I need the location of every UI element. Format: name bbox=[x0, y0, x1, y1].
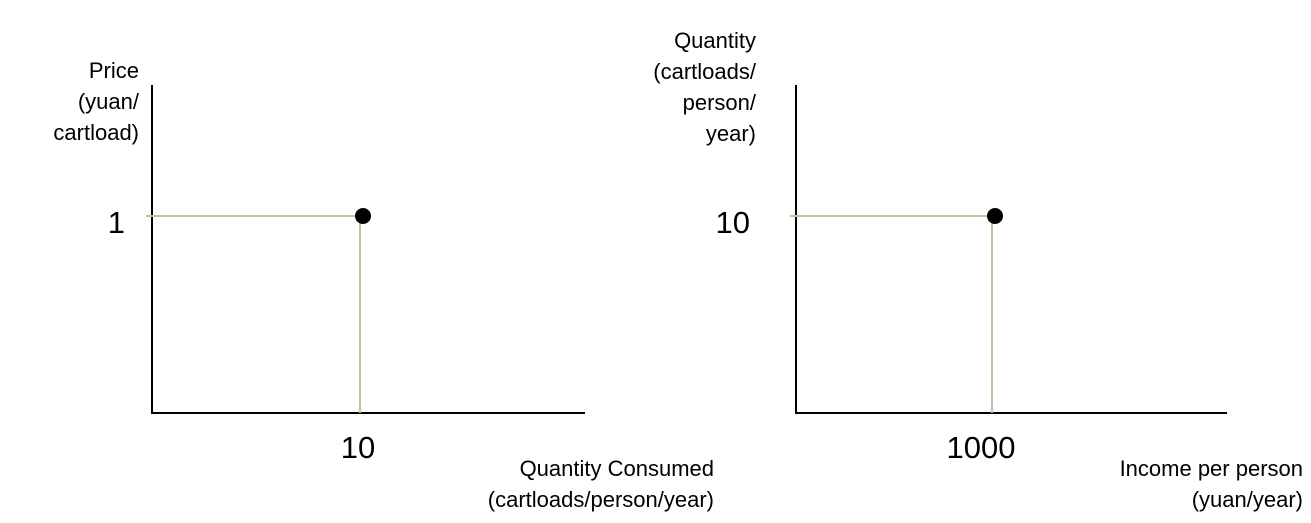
chart1-y-axis-label: Price (yuan/cartload) bbox=[53, 58, 139, 145]
chart2-y-axis-label: Quantity (cartloads/person/year) bbox=[653, 28, 757, 146]
chart1-x-axis-label-line: Quantity Consumed bbox=[520, 456, 714, 481]
chart2-x-axis-label: Income per person (yuan/year) bbox=[1120, 456, 1303, 512]
chart2-y-axis-label-line: person/ bbox=[683, 90, 757, 115]
chart1-y-axis-label-line: Price bbox=[89, 58, 139, 83]
chart1-data-point bbox=[355, 208, 371, 224]
chart2-x-tick-label: 1000 bbox=[947, 430, 1016, 465]
chart1-x-axis-label: Quantity Consumed (cartloads/person/year) bbox=[488, 456, 714, 512]
chart2-y-axis-label-line: Quantity bbox=[674, 28, 756, 53]
chart2-y-axis-label-line: (cartloads/ bbox=[653, 59, 757, 84]
chart2-data-point bbox=[987, 208, 1003, 224]
chart1-marks bbox=[146, 208, 371, 413]
chart1-x-axis-label-line: (cartloads/person/year) bbox=[488, 487, 714, 512]
chart1-y-axis-label-line: (yuan/ bbox=[78, 89, 140, 114]
chart2-x-axis-label-line: (yuan/year) bbox=[1192, 487, 1303, 512]
chart-quantity-income: Quantity (cartloads/person/year) Income p… bbox=[653, 28, 1303, 512]
chart2-y-axis-label-line: year) bbox=[706, 121, 756, 146]
chart2-x-axis-label-line: Income per person bbox=[1120, 456, 1303, 481]
chart2-y-tick-label: 10 bbox=[716, 205, 750, 240]
chart1-y-axis-label-line: cartload) bbox=[53, 120, 139, 145]
chart2-marks bbox=[790, 208, 1003, 413]
chart1-x-tick-label: 10 bbox=[341, 430, 375, 465]
chart1-y-tick-label: 1 bbox=[108, 205, 125, 240]
chart-price-quantity: Price (yuan/cartload) Quantity Consumed (c… bbox=[53, 58, 714, 512]
